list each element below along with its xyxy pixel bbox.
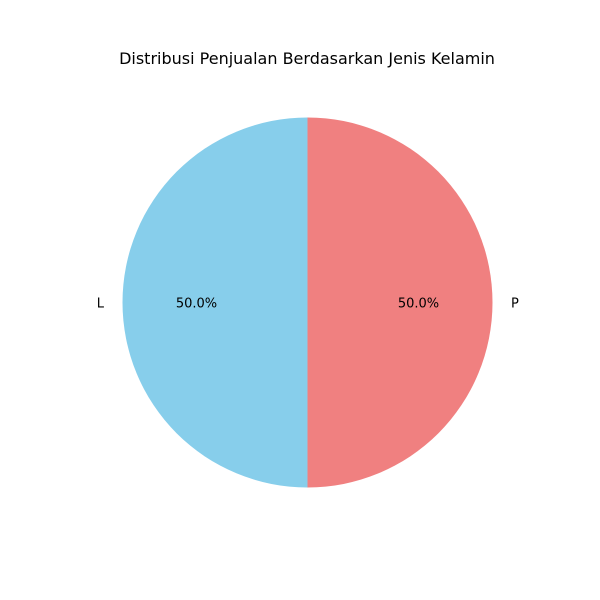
pie-slice-p: [307, 117, 493, 488]
chart-title: Distribusi Penjualan Berdasarkan Jenis K…: [119, 49, 495, 68]
percent-label-l: 50.0%: [176, 297, 217, 312]
slice-label-p: P: [511, 297, 519, 312]
percent-label-p: 50.0%: [398, 297, 439, 312]
slice-label-l: L: [97, 297, 105, 312]
pie-labels: L 50.0% P 50.0%: [97, 297, 519, 312]
pie-slices: [122, 117, 493, 488]
pie-slice-l: [122, 117, 308, 488]
